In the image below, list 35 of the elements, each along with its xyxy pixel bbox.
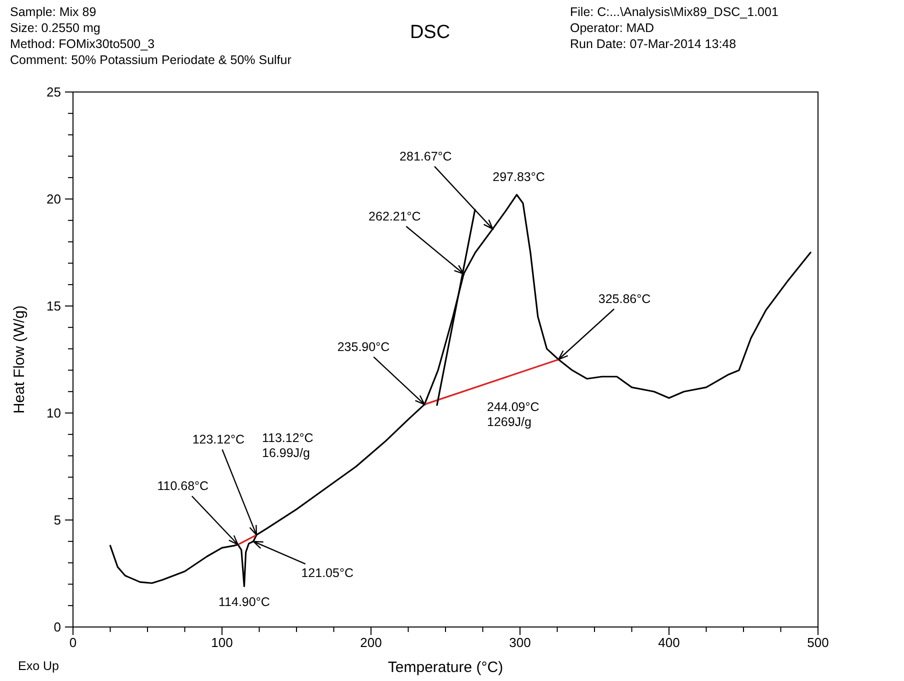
annotation: 235.90°C <box>337 340 390 354</box>
x-tick-label: 500 <box>807 635 829 650</box>
x-tick-label: 200 <box>360 635 382 650</box>
annotation: 325.86°C <box>598 292 651 306</box>
annotation: 123.12°C <box>192 432 245 446</box>
y-tick-label: 0 <box>54 620 61 634</box>
text: Method: FOMix30to500_3 <box>10 37 155 51</box>
annotation: 262.21°C <box>368 209 421 224</box>
y-tick-label: 10 <box>46 406 61 420</box>
text: File: C:...\Analysis\Mix89_DSC_1.001 <box>570 5 778 19</box>
y-tick-label: 5 <box>54 512 61 528</box>
text: Comment: 50% Potassium Periodate & 50% Sulfur <box>10 53 292 67</box>
text: Sample: Mix 89 <box>10 5 96 19</box>
annotation: 114.90°C <box>218 594 270 609</box>
x-tick-label: 0 <box>69 635 77 650</box>
line-series <box>109 194 812 588</box>
annotation: 110.68°C <box>157 479 209 494</box>
y-tick-label: 20 <box>46 192 61 206</box>
annotation: 113.12°C 16.99J/g <box>262 431 314 460</box>
x-tick-label: 400 <box>658 635 680 650</box>
x-tick-label: 300 <box>509 635 531 650</box>
y-tick-label: 15 <box>46 298 61 314</box>
y-axis-title: Heat Flow (W/g) <box>11 305 28 414</box>
annotation: 244.09°C 1269J/g <box>487 400 540 429</box>
annotation: 297.83°C <box>492 170 545 184</box>
annotation: 121.05°C <box>301 566 354 580</box>
chart-title: DSC <box>410 22 450 43</box>
y-tick-label: 25 <box>46 84 61 100</box>
text: Size: 0.2550 mg <box>10 21 100 35</box>
text: Run Date: 07-Mar-2014 13:48 <box>570 37 736 51</box>
text: Exo Up <box>18 659 60 673</box>
x-axis-title: Temperature (°C) <box>388 659 504 676</box>
annotation: 281.67°C <box>400 149 452 164</box>
text: Operator: MAD <box>570 21 654 35</box>
x-tick-label: 100 <box>211 635 233 650</box>
